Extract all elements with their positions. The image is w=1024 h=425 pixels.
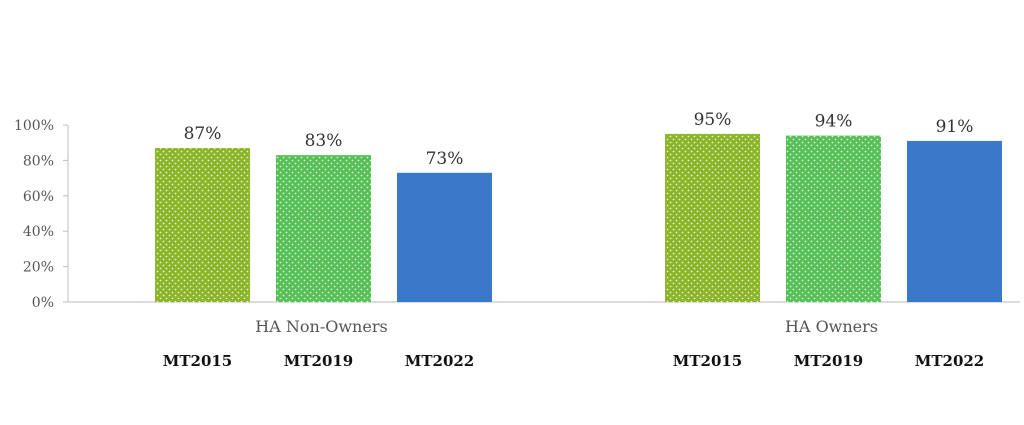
labels: 87% MT2015 83% MT2019 73% MT2022 HA Non-Owners… [163, 110, 985, 370]
bar-mt2019-1 [786, 135, 881, 302]
y-tick-label: 0% [32, 295, 54, 311]
bar-mt2015-0 [155, 148, 250, 302]
series-label: MT2019 [794, 352, 864, 370]
data-label: 95% [694, 110, 732, 130]
y-tick-label: 100% [14, 118, 54, 134]
bar-mt2022-0 [397, 172, 492, 302]
data-label: 83% [305, 131, 343, 151]
series-label: MT2022 [915, 352, 985, 370]
y-tick-label: 60% [23, 189, 54, 205]
data-label: 87% [184, 124, 222, 144]
bar-mt2015-1 [665, 133, 760, 302]
y-tick-label: 80% [23, 153, 54, 169]
y-tick-label: 40% [23, 224, 54, 240]
data-label: 91% [936, 117, 974, 137]
y-tick-label: 20% [23, 260, 54, 276]
category-label: HA Owners [785, 317, 878, 336]
series-label: MT2022 [405, 352, 475, 370]
category-label: HA Non-Owners [255, 317, 387, 336]
series-label: MT2015 [163, 352, 233, 370]
series-label: MT2015 [673, 352, 743, 370]
data-label: 73% [426, 149, 464, 169]
bar-mt2019-0 [276, 155, 371, 302]
series-label: MT2019 [284, 352, 354, 370]
data-label: 94% [815, 112, 853, 132]
bars [155, 133, 1002, 302]
bar-mt2022-1 [907, 140, 1002, 302]
